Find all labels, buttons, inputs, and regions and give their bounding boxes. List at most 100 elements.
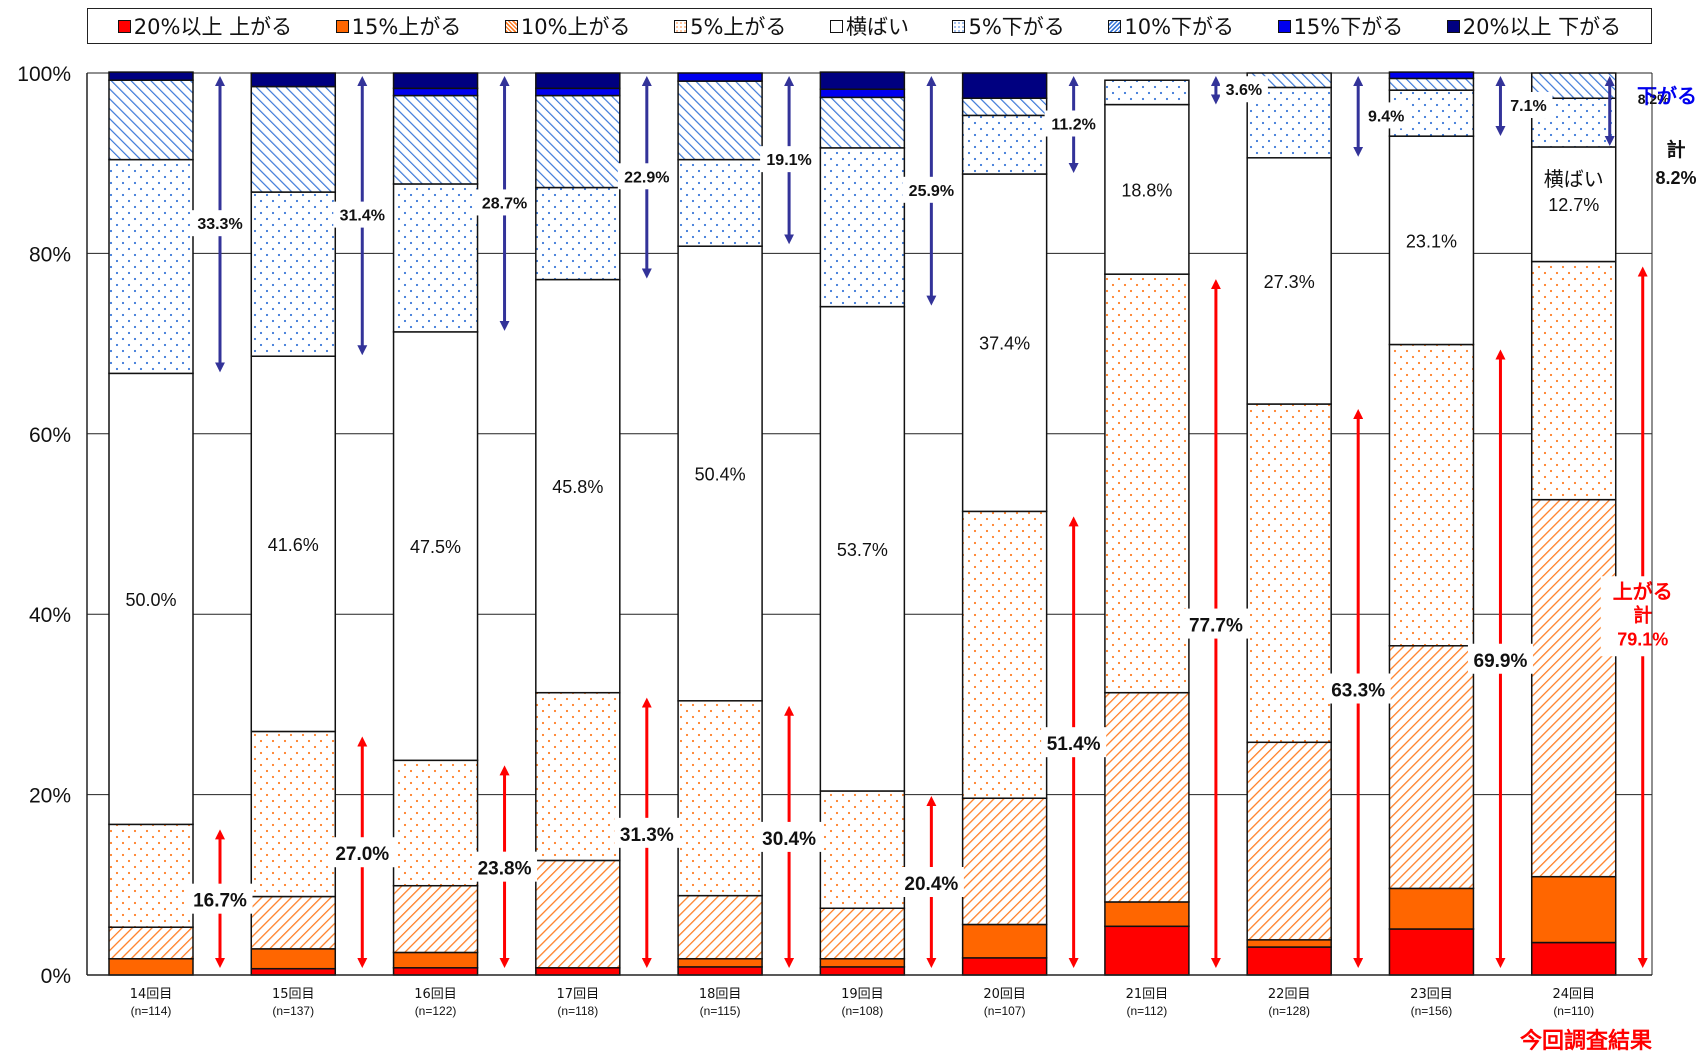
legend-swatch (1277, 19, 1291, 33)
bar-segment (961, 923, 1048, 959)
down-total-label: 28.7% (482, 195, 527, 212)
legend-item: 5%下がる (952, 11, 1065, 41)
legend: 20%以上 上がる 15%上がる 10%上がる 5%上がる 横ばい 5%下がる 10%下がる… (87, 8, 1652, 44)
down-total-label: 3.6% (1226, 82, 1262, 99)
down-total-title: 下がる (1637, 84, 1697, 108)
legend-item: 10%下がる (1108, 11, 1234, 41)
down-total-label: 25.9% (909, 183, 954, 200)
bar-segment (961, 97, 1048, 117)
up-total-label: 31.3% (620, 825, 674, 846)
label-backdrop (614, 817, 680, 848)
bar-segment (1388, 343, 1475, 647)
bar-segment (108, 926, 194, 960)
bar-segment (250, 355, 337, 733)
bar-segment (1104, 103, 1190, 275)
label-backdrop (1600, 576, 1685, 657)
legend-label: 10%下がる (1124, 15, 1235, 39)
flat-value-label: 18.8% (1121, 180, 1172, 200)
legend-swatch (1108, 19, 1122, 33)
bar-segment (392, 967, 479, 976)
bar-segment (108, 158, 194, 375)
bar-segment (1388, 645, 1475, 890)
bar-segment (108, 79, 194, 161)
bar-segment (961, 797, 1048, 926)
down-total-label: 7.1% (1510, 98, 1546, 115)
y-tick-label: 40% (29, 604, 71, 627)
bar-segment (1104, 691, 1190, 903)
label-backdrop (760, 146, 819, 173)
down-total-label: 33.3% (197, 216, 242, 233)
up-total-label: 16.7% (193, 891, 247, 912)
x-sample-size-label: (n=112) (1127, 1004, 1168, 1018)
up-total-label: 63.3% (1331, 681, 1385, 702)
up-total-label: 69.9% (1474, 651, 1528, 672)
x-sample-size-label: (n=114) (131, 1004, 172, 1018)
bar-segment (535, 278, 621, 694)
bar-segment (1388, 77, 1475, 91)
label-backdrop (333, 201, 392, 228)
bar-segment (392, 884, 479, 954)
label-backdrop (1041, 727, 1107, 758)
bar-segment (961, 72, 1048, 100)
x-sample-size-label: (n=115) (700, 1004, 741, 1018)
bar-segment (1246, 741, 1332, 941)
bar-segment (392, 951, 479, 969)
bar-segment (819, 790, 906, 910)
up-total-label: 27.0% (335, 844, 389, 865)
bar-segment (677, 72, 763, 82)
flat-value-label: 50.0% (125, 590, 176, 610)
legend-item: 15%上がる (335, 11, 462, 41)
label-backdrop (1183, 608, 1249, 639)
legend-item: 5%上がる (674, 11, 786, 41)
bar-segment (677, 700, 763, 897)
legend-item: 15%下がる (1277, 11, 1403, 41)
total-arrows (187, 76, 1685, 968)
bar-segment (392, 94, 479, 185)
bar-segment (1388, 71, 1475, 80)
y-tick-label: 60% (29, 424, 71, 447)
legend-swatch (952, 19, 966, 33)
label-backdrop (187, 883, 253, 914)
x-category-label: 16回目 (414, 987, 457, 1002)
legend-item: 20%以上 下がる (1446, 11, 1621, 41)
bar-segment (961, 173, 1048, 513)
legend-swatch (829, 19, 843, 33)
legend-item: 横ばい (829, 11, 909, 41)
bar-segment (1246, 946, 1332, 976)
flat-value-label: 41.6% (268, 535, 319, 555)
bar-segment (1388, 887, 1475, 930)
label-backdrop (1219, 76, 1268, 103)
bar-segment (961, 957, 1048, 976)
bar-segment (535, 691, 621, 862)
bar-segment (250, 85, 337, 193)
x-category-label: 23回目 (1410, 987, 1453, 1002)
bar-segment (535, 94, 621, 189)
down-total-label: 11.2% (1051, 117, 1095, 134)
bar-segment (1530, 941, 1617, 976)
down-total-label: 9.4% (1368, 108, 1404, 125)
bar-segment (535, 967, 621, 976)
label-backdrop (191, 210, 249, 237)
down-total-sub: 計 (1666, 138, 1685, 161)
legend-swatch (1446, 19, 1460, 33)
x-sample-size-label: (n=107) (984, 1004, 1026, 1018)
bar-segment (108, 958, 194, 976)
bar-segment (677, 245, 763, 702)
legend-label: 15%上がる (351, 15, 462, 39)
bar-segment (819, 958, 906, 968)
bar-segment (250, 730, 337, 898)
legend-label: 20%以上 上がる (133, 15, 293, 39)
up-total-sub: 計 (1633, 603, 1652, 626)
bar-segment (1246, 403, 1332, 744)
label-backdrop (902, 176, 961, 203)
y-tick-label: 100% (17, 63, 71, 86)
bar-segment (108, 71, 194, 81)
bar-segment (819, 96, 906, 149)
bar-segment (392, 72, 479, 90)
label-backdrop (617, 163, 676, 190)
x-category-label: 20回目 (983, 987, 1026, 1002)
y-tick-label: 80% (29, 243, 71, 266)
x-sample-size-label: (n=118) (557, 1004, 598, 1018)
up-total-label: 51.4% (1047, 734, 1101, 755)
bar-segment (819, 907, 906, 960)
